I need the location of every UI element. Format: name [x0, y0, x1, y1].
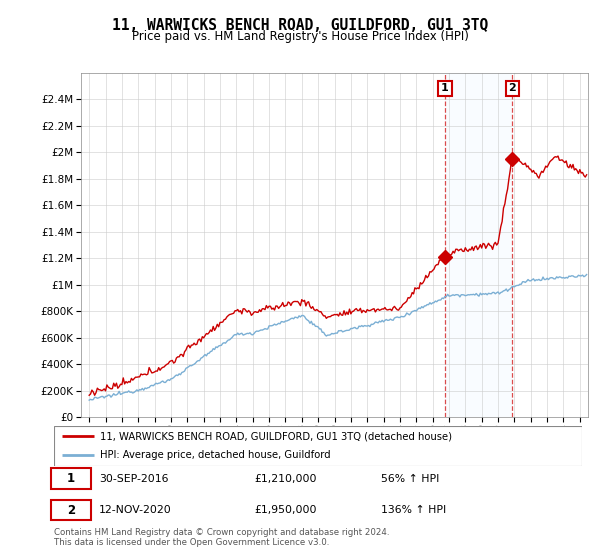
Text: £1,950,000: £1,950,000 — [254, 505, 317, 515]
Text: 1: 1 — [441, 83, 449, 94]
Text: 136% ↑ HPI: 136% ↑ HPI — [382, 505, 446, 515]
Text: 1: 1 — [67, 472, 75, 485]
Text: 56% ↑ HPI: 56% ↑ HPI — [382, 474, 440, 484]
Text: 12-NOV-2020: 12-NOV-2020 — [99, 505, 172, 515]
Text: 2: 2 — [67, 503, 75, 517]
Text: 11, WARWICKS BENCH ROAD, GUILDFORD, GU1 3TQ (detached house): 11, WARWICKS BENCH ROAD, GUILDFORD, GU1 … — [100, 432, 452, 442]
Text: 11, WARWICKS BENCH ROAD, GUILDFORD, GU1 3TQ: 11, WARWICKS BENCH ROAD, GUILDFORD, GU1 … — [112, 18, 488, 33]
FancyBboxPatch shape — [52, 468, 91, 489]
Text: 30-SEP-2016: 30-SEP-2016 — [99, 474, 169, 484]
FancyBboxPatch shape — [54, 426, 582, 466]
Text: £1,210,000: £1,210,000 — [254, 474, 317, 484]
Text: Price paid vs. HM Land Registry's House Price Index (HPI): Price paid vs. HM Land Registry's House … — [131, 30, 469, 43]
Text: HPI: Average price, detached house, Guildford: HPI: Average price, detached house, Guil… — [100, 450, 331, 460]
Text: 2: 2 — [508, 83, 516, 94]
Text: Contains HM Land Registry data © Crown copyright and database right 2024.
This d: Contains HM Land Registry data © Crown c… — [54, 528, 389, 548]
FancyBboxPatch shape — [52, 500, 91, 520]
Bar — [445, 73, 512, 417]
